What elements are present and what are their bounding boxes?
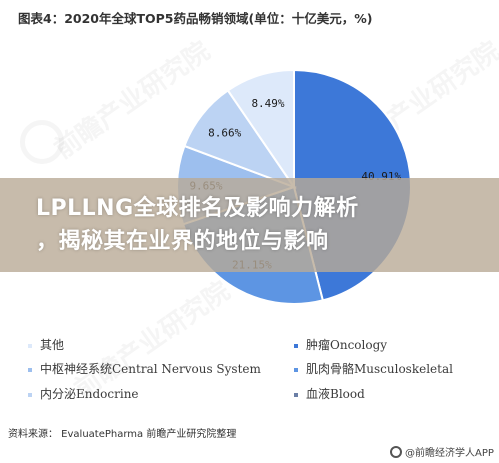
banner-line-2: ，揭秘其在业界的地位与影响 bbox=[36, 229, 329, 254]
legend-label: 肿瘤Oncology bbox=[306, 338, 388, 352]
legend-swatch bbox=[28, 392, 32, 397]
legend-label: 内分泌Endocrine bbox=[40, 387, 139, 401]
legend-swatch bbox=[294, 343, 298, 348]
legend-item: 血液Blood bbox=[294, 385, 365, 402]
source-note: 资料来源： EvaluatePharma 前瞻产业研究院整理 bbox=[8, 429, 237, 440]
pie-slice bbox=[226, 68, 295, 191]
slice-label: 8.66% bbox=[208, 127, 241, 140]
legend-swatch bbox=[28, 343, 32, 348]
legend-item: 肿瘤Oncology bbox=[294, 336, 387, 353]
title-banner: LPLLNG全球排名及影响力解析 ，揭秘其在业界的地位与影响 bbox=[0, 178, 499, 272]
legend-item: 肌肉骨骼Musculoskeletal bbox=[294, 360, 453, 377]
legend-item: 其他 bbox=[28, 336, 64, 353]
legend-swatch bbox=[294, 367, 298, 372]
brand-text: @前瞻经济学人APP bbox=[405, 448, 494, 459]
chart-title: 图表4：2020年全球TOP5药品畅销领域(单位：十亿美元，%) bbox=[18, 11, 373, 26]
legend-label: 肌肉骨骼Musculoskeletal bbox=[306, 362, 453, 376]
banner-text: LPLLNG全球排名及影响力解析 ，揭秘其在业界的地位与影响 bbox=[36, 192, 476, 258]
brand-logo-icon bbox=[390, 445, 402, 458]
legend-label: 血液Blood bbox=[306, 387, 365, 401]
legend-label: 中枢神经系统Central Nervous System bbox=[40, 362, 261, 376]
legend-swatch bbox=[28, 367, 32, 372]
legend-item: 中枢神经系统Central Nervous System bbox=[28, 360, 261, 377]
legend-label: 其他 bbox=[40, 338, 65, 352]
legend-swatch bbox=[294, 392, 298, 397]
brand-logo: @前瞻经济学人APP bbox=[390, 441, 494, 460]
slice-label: 8.49% bbox=[251, 97, 284, 110]
legend-item: 内分泌Endocrine bbox=[28, 385, 139, 402]
banner-line-1: LPLLNG全球排名及影响力解析 bbox=[36, 196, 359, 221]
watermark-logo-icon bbox=[20, 120, 64, 164]
